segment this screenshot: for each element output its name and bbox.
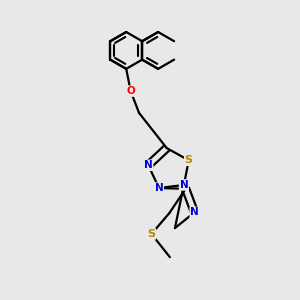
Text: S: S <box>185 155 193 165</box>
Text: S: S <box>148 229 155 239</box>
Text: O: O <box>126 86 135 96</box>
Text: N: N <box>144 160 153 170</box>
Text: N: N <box>179 180 188 190</box>
Text: N: N <box>190 207 199 217</box>
Text: N: N <box>154 183 163 193</box>
